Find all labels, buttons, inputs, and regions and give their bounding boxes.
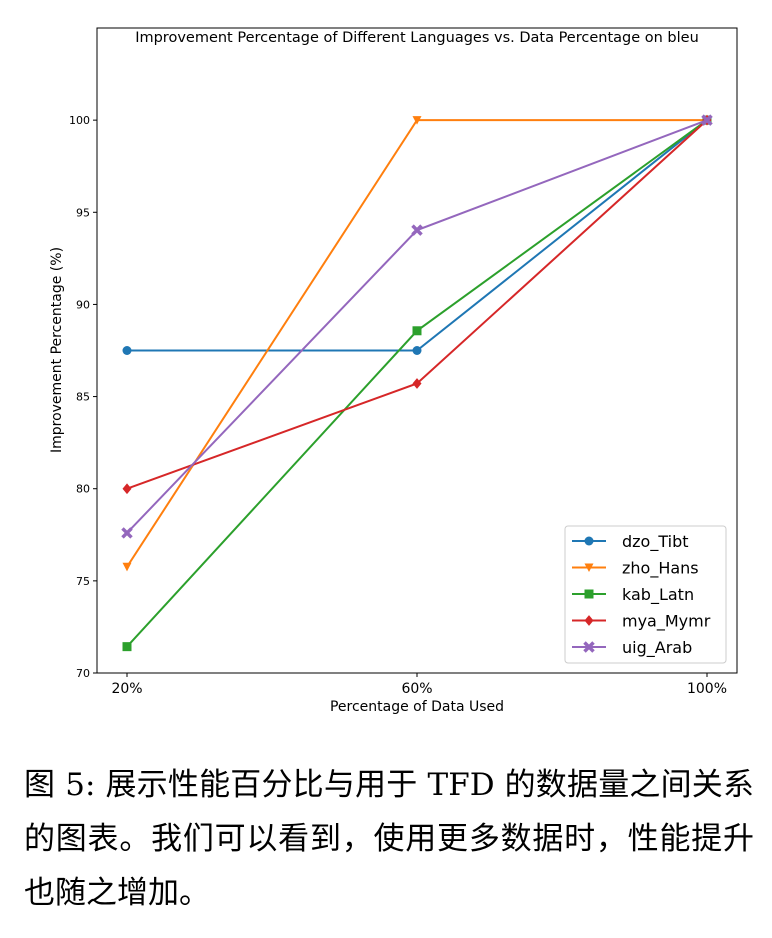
legend-marker bbox=[584, 563, 594, 572]
x-tick-label: 20% bbox=[111, 681, 142, 697]
legend-marker bbox=[584, 615, 594, 626]
legend-label: dzo_Tibt bbox=[622, 532, 689, 552]
legend-label: kab_Latn bbox=[622, 585, 694, 605]
data-point bbox=[122, 562, 132, 572]
x-axis-label: Percentage of Data Used bbox=[330, 699, 504, 715]
data-point bbox=[411, 224, 423, 236]
plot-frame bbox=[96, 27, 738, 674]
data-point bbox=[121, 527, 133, 539]
y-tick-label: 90 bbox=[76, 298, 90, 311]
data-point bbox=[122, 346, 132, 355]
series-zho_Hans bbox=[122, 116, 712, 572]
series-line bbox=[127, 119, 708, 352]
legend-box bbox=[564, 525, 727, 664]
legend: dzo_Tibt zho_Hans kab_Latn mya_Mymr uig_Arab bbox=[564, 525, 727, 664]
data-point bbox=[412, 346, 422, 355]
y-tick-label: 100 bbox=[69, 114, 90, 127]
legend-label: zho_Hans bbox=[622, 559, 699, 579]
data-point bbox=[701, 114, 713, 126]
series-line bbox=[126, 119, 707, 568]
legend-label: uig_Arab bbox=[622, 638, 692, 658]
data-point bbox=[412, 326, 422, 336]
y-tick-label: 80 bbox=[76, 483, 90, 496]
chart-title: Improvement Percentage of Different Lang… bbox=[135, 30, 699, 46]
y-tick-label: 75 bbox=[76, 575, 90, 588]
figure-caption: 图 5: 展示性能百分比与用于 TFD 的数据量之间关系的图表。我们可以看到，使… bbox=[24, 767, 754, 911]
legend-marker bbox=[584, 589, 594, 599]
y-tick-label: 70 bbox=[76, 667, 90, 680]
data-point bbox=[122, 483, 132, 495]
legend-label: mya_Mymr bbox=[622, 612, 711, 632]
y-axis-label: Improvement Percentage (%) bbox=[49, 247, 65, 453]
legend-marker bbox=[584, 536, 594, 546]
data-point bbox=[412, 378, 422, 389]
series-dzo_Tibt bbox=[122, 115, 712, 355]
series-uig_Arab bbox=[121, 114, 713, 539]
data-point bbox=[122, 642, 132, 652]
y-tick-label: 85 bbox=[76, 391, 90, 404]
line-chart: Improvement Percentage of Different Lang… bbox=[49, 27, 738, 715]
data-point bbox=[412, 116, 422, 125]
y-tick-label: 95 bbox=[76, 206, 90, 219]
x-tick-label: 60% bbox=[401, 681, 432, 697]
legend-marker bbox=[583, 641, 595, 653]
x-tick-label: 100% bbox=[687, 681, 727, 697]
